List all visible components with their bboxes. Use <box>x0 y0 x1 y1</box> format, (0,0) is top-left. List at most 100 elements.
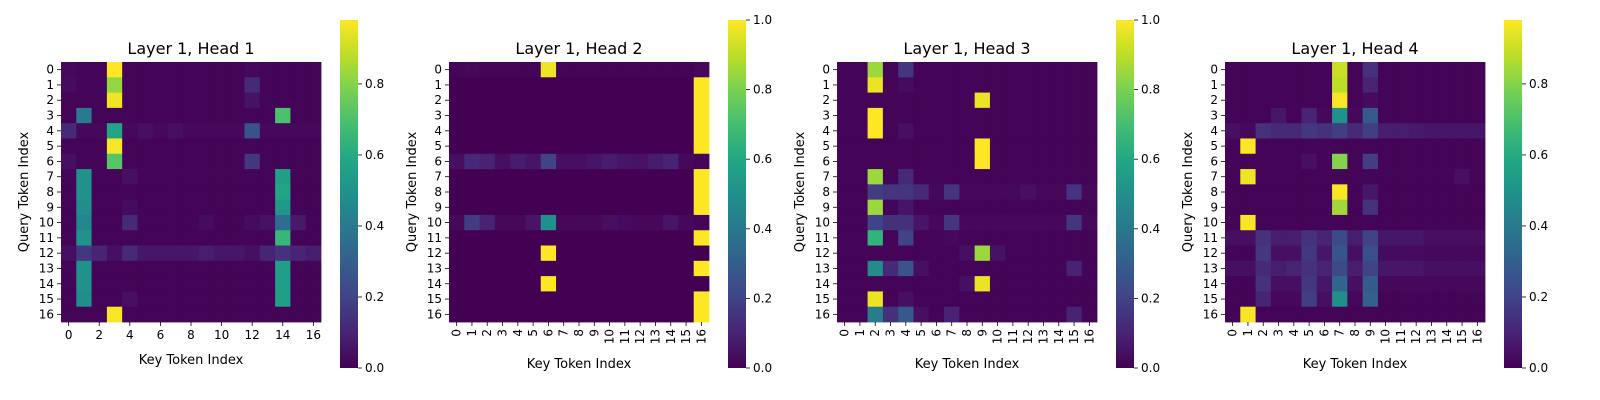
heatmap-cell <box>1332 184 1348 201</box>
heatmap-cell <box>1393 153 1409 170</box>
heatmap-cell <box>183 306 200 323</box>
heatmap-cell <box>1255 306 1272 323</box>
heatmap-cell <box>586 184 603 201</box>
heatmap-cell <box>571 138 588 155</box>
heatmap-cell <box>525 230 542 246</box>
heatmap-cell <box>1377 291 1394 308</box>
heatmap-cell <box>152 62 169 78</box>
heatmap-cell <box>213 245 230 262</box>
heatmap-cell <box>959 245 976 262</box>
heatmap-cell <box>1020 138 1037 155</box>
y-tick-label: 6 <box>434 154 442 168</box>
heatmap-cell <box>464 214 480 231</box>
heatmap-cell <box>693 199 710 216</box>
heatmap-cell <box>213 276 230 292</box>
heatmap-cell <box>1225 214 1241 231</box>
heatmap-cell <box>556 245 572 262</box>
heatmap-cell <box>1240 107 1256 124</box>
heatmap-cell <box>1020 306 1037 323</box>
heatmap-cell <box>1408 92 1425 109</box>
y-tick-label: 0 <box>822 63 830 77</box>
heatmap-cell <box>213 138 230 155</box>
heatmap-cell <box>1362 62 1379 78</box>
heatmap-cell <box>76 138 92 155</box>
heatmap-cell <box>244 276 261 292</box>
heatmap-cell <box>601 169 618 185</box>
heatmap-cell <box>837 92 853 109</box>
heatmap-cell <box>1081 123 1098 139</box>
heatmap-cell <box>882 107 899 124</box>
heatmap-panel-4: Layer 1, Head 40123456789101112131415160… <box>1181 20 1548 375</box>
heatmap-cell <box>1240 138 1256 155</box>
heatmap-cell <box>974 62 991 78</box>
heatmap-cell <box>1469 184 1486 201</box>
heatmap-cell <box>479 77 496 93</box>
heatmap-cell <box>1301 77 1318 93</box>
heatmap-cell <box>540 169 557 185</box>
heatmap-cell <box>586 62 603 78</box>
y-tick-label: 10 <box>427 216 442 230</box>
heatmap-cell <box>632 77 649 93</box>
heatmap-cell <box>556 138 572 155</box>
heatmap-cell <box>1286 138 1302 155</box>
heatmap-cell <box>959 291 976 308</box>
heatmap-cell <box>632 169 649 185</box>
heatmap-cell <box>510 260 526 277</box>
x-tick-label: 11 <box>1394 329 1408 344</box>
x-tick-label: 6 <box>1317 329 1331 337</box>
heatmap-cell <box>449 92 465 109</box>
colorbar-tick-label: 1.0 <box>753 13 772 27</box>
heatmap-cell <box>1240 245 1256 262</box>
y-axis-label: Query Token Index <box>793 131 808 252</box>
heatmap-cell <box>1005 306 1021 323</box>
x-tick-label: 4 <box>126 328 134 342</box>
heatmap-cell <box>290 291 307 308</box>
heatmap-cell <box>1301 199 1318 216</box>
heatmap-cell <box>1454 77 1471 93</box>
heatmap-cell <box>510 92 526 109</box>
heatmap-cell <box>305 199 322 216</box>
y-tick-label: 15 <box>1203 292 1218 306</box>
heatmap-cell <box>989 199 1006 216</box>
heatmap-cell <box>76 199 92 216</box>
heatmap-cell <box>693 260 710 277</box>
heatmap-cell <box>1362 138 1379 155</box>
heatmap-cell <box>663 62 679 78</box>
heatmap-cell <box>1020 214 1037 231</box>
heatmap-cell <box>1393 92 1409 109</box>
x-tick-label: 8 <box>1348 329 1362 337</box>
heatmap-cell <box>1316 153 1333 170</box>
colorbar <box>340 20 358 368</box>
heatmap-cell <box>1255 214 1272 231</box>
heatmap-cell <box>183 184 200 201</box>
heatmap-cell <box>479 306 496 323</box>
heatmap-cell <box>76 77 92 93</box>
heatmap-cell <box>913 184 930 201</box>
heatmap-cell <box>1066 138 1083 155</box>
heatmap-cell <box>556 184 572 201</box>
y-tick-label: 8 <box>46 185 54 199</box>
heatmap-cell <box>1362 260 1379 277</box>
heatmap-cell <box>183 123 200 139</box>
heatmap-cell <box>1286 107 1302 124</box>
heatmap-cell <box>305 291 322 308</box>
heatmap-cell <box>244 153 261 170</box>
heatmap-cell <box>168 184 184 201</box>
heatmap-cell <box>305 260 322 277</box>
y-tick-label: 15 <box>427 292 442 306</box>
heatmap-cell <box>1347 230 1364 246</box>
heatmap-cell <box>229 92 245 109</box>
heatmap-cell <box>556 230 572 246</box>
heatmap-cell <box>1454 199 1471 216</box>
heatmap-cell <box>449 291 465 308</box>
heatmap-cell <box>464 123 480 139</box>
heatmap-cell <box>494 169 511 185</box>
heatmap-cell <box>198 184 215 201</box>
heatmap-cell <box>1051 276 1067 292</box>
heatmap-cell <box>632 62 649 78</box>
heatmap-cell <box>586 199 603 216</box>
heatmap-cell <box>1393 260 1409 277</box>
heatmap-cell <box>494 92 511 109</box>
y-axis-label: Query Token Index <box>17 131 32 252</box>
heatmap-cell <box>989 138 1006 155</box>
